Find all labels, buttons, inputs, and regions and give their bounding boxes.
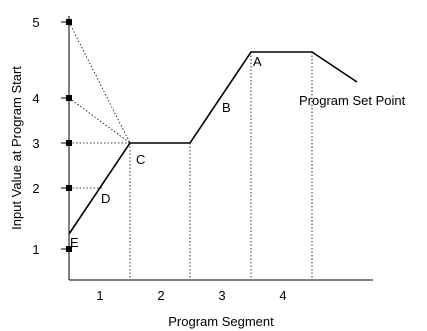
y-tick-label-5: 5 [32,15,39,30]
point-label-d: D [101,191,110,206]
y-tick-label-3: 3 [32,136,39,151]
set-point-label: Program Set Point [299,93,406,108]
start-marker-3 [66,140,72,146]
segment-label-4: 4 [279,288,286,303]
start-marker-2 [66,185,72,191]
point-label-c: C [136,152,145,167]
point-label-a: A [253,54,262,69]
segment-boundaries [129,52,313,280]
segment-label-3: 3 [218,288,225,303]
start-marker-1 [66,246,72,252]
segment-label-1: 1 [96,288,103,303]
y-tick-label-1: 1 [32,242,39,257]
start-value-guides [68,21,131,189]
point-label-b: B [222,100,231,115]
start-marker-5 [66,19,72,25]
x-axis-title: Program Segment [168,314,274,329]
y-axis-title: Input Value at Program Start [9,66,24,230]
point-label-e: E [70,235,79,250]
y-tick-label-4: 4 [32,91,39,106]
start-marker-4 [66,95,72,101]
guide-from-5 [68,21,131,144]
set-point-profile [68,51,358,235]
guide-from-4 [68,97,131,144]
y-tick-label-2: 2 [32,181,39,196]
segment-label-2: 2 [157,288,164,303]
